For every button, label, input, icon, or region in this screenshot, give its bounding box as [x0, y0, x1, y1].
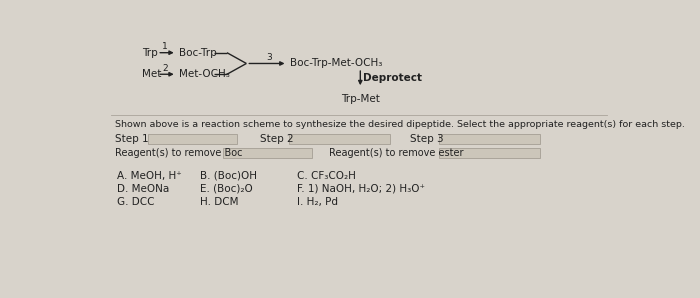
- Text: Boc-Trp: Boc-Trp: [179, 48, 217, 58]
- Text: Boc-Trp-Met-OCH₃: Boc-Trp-Met-OCH₃: [290, 58, 382, 69]
- Text: Deprotect: Deprotect: [363, 73, 422, 83]
- Text: Step 1: Step 1: [115, 134, 148, 144]
- Text: 2: 2: [162, 63, 168, 73]
- Text: Step 2: Step 2: [260, 134, 293, 144]
- Text: Met: Met: [141, 69, 161, 79]
- Bar: [289, 134, 390, 144]
- Text: D. MeONa: D. MeONa: [117, 184, 169, 194]
- Bar: [440, 148, 540, 158]
- Text: 1: 1: [162, 42, 168, 51]
- Bar: [223, 148, 312, 158]
- Text: 3: 3: [266, 53, 272, 62]
- Text: Reagent(s) to remove Boc: Reagent(s) to remove Boc: [115, 148, 242, 158]
- Bar: [148, 134, 237, 144]
- Text: Shown above is a reaction scheme to synthesize the desired dipeptide. Select the: Shown above is a reaction scheme to synt…: [115, 120, 685, 129]
- Text: A. MeOH, H⁺: A. MeOH, H⁺: [117, 170, 182, 181]
- Text: F. 1) NaOH, H₂O; 2) H₃O⁺: F. 1) NaOH, H₂O; 2) H₃O⁺: [297, 184, 425, 194]
- Text: H. DCM: H. DCM: [200, 197, 239, 207]
- Text: G. DCC: G. DCC: [117, 197, 155, 207]
- Bar: [440, 134, 540, 144]
- Text: B. (Boc)OH: B. (Boc)OH: [200, 170, 257, 181]
- Text: C. CF₃CO₂H: C. CF₃CO₂H: [297, 170, 356, 181]
- Text: Trp-Met: Trp-Met: [341, 94, 379, 104]
- Text: Met-OCH₃: Met-OCH₃: [179, 69, 230, 79]
- Text: Reagent(s) to remove ester: Reagent(s) to remove ester: [329, 148, 464, 158]
- Text: I. H₂, Pd: I. H₂, Pd: [297, 197, 337, 207]
- Text: E. (Boc)₂O: E. (Boc)₂O: [200, 184, 253, 194]
- Text: Step 3: Step 3: [410, 134, 444, 144]
- Text: Trp: Trp: [141, 48, 158, 58]
